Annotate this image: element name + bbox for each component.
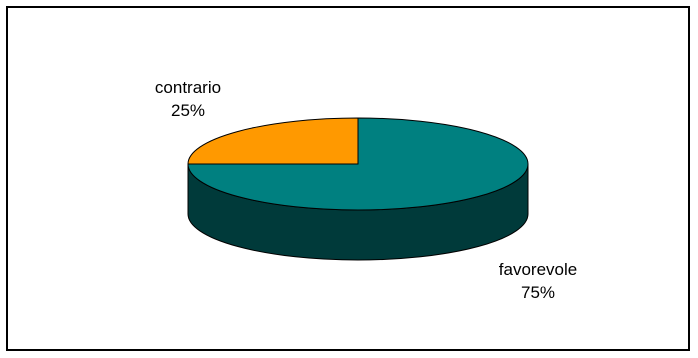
slice-percent-favorevole: 75% <box>520 283 556 302</box>
chart-frame: contrario 25% favorevole 75% <box>6 6 690 351</box>
slice-label-favorevole: favorevole 75% <box>478 258 598 304</box>
slice-name-contrario: contrario <box>154 78 222 97</box>
pie-slice-favorevole <box>187 117 529 211</box>
slice-label-contrario: contrario 25% <box>128 76 248 122</box>
slice-name-favorevole: favorevole <box>498 260 578 279</box>
slice-percent-contrario: 25% <box>170 101 206 120</box>
pie-chart <box>187 117 529 261</box>
pie-slice-contrario <box>187 117 359 165</box>
